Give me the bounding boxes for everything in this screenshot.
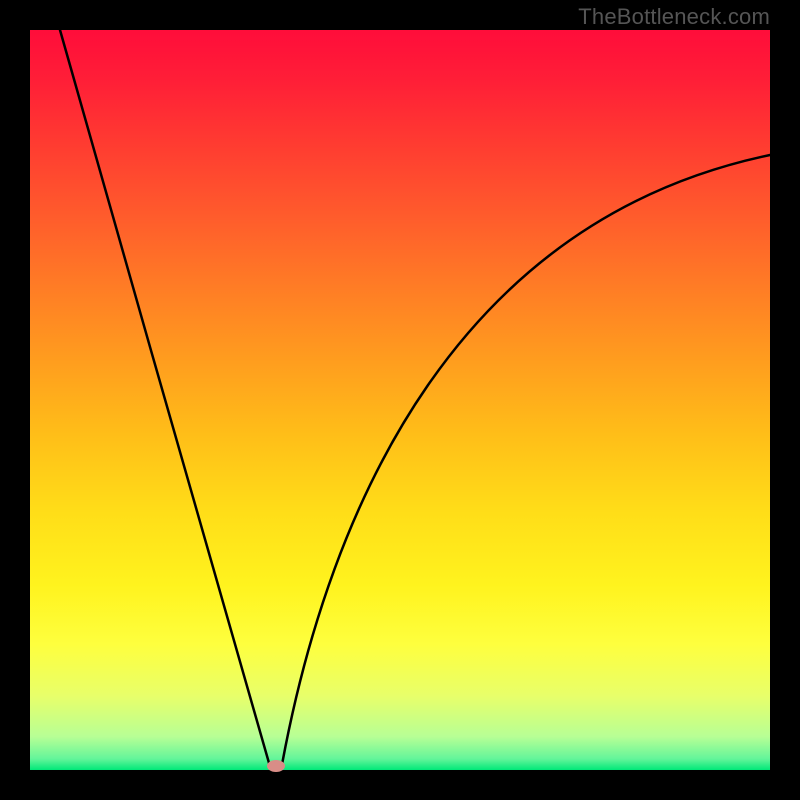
chart-container: TheBottleneck.com — [0, 0, 800, 800]
curve-left-branch — [60, 30, 271, 770]
minimum-marker — [267, 760, 285, 772]
curve-right-branch — [281, 155, 770, 770]
curve-layer — [30, 30, 770, 770]
watermark-text: TheBottleneck.com — [578, 4, 770, 30]
